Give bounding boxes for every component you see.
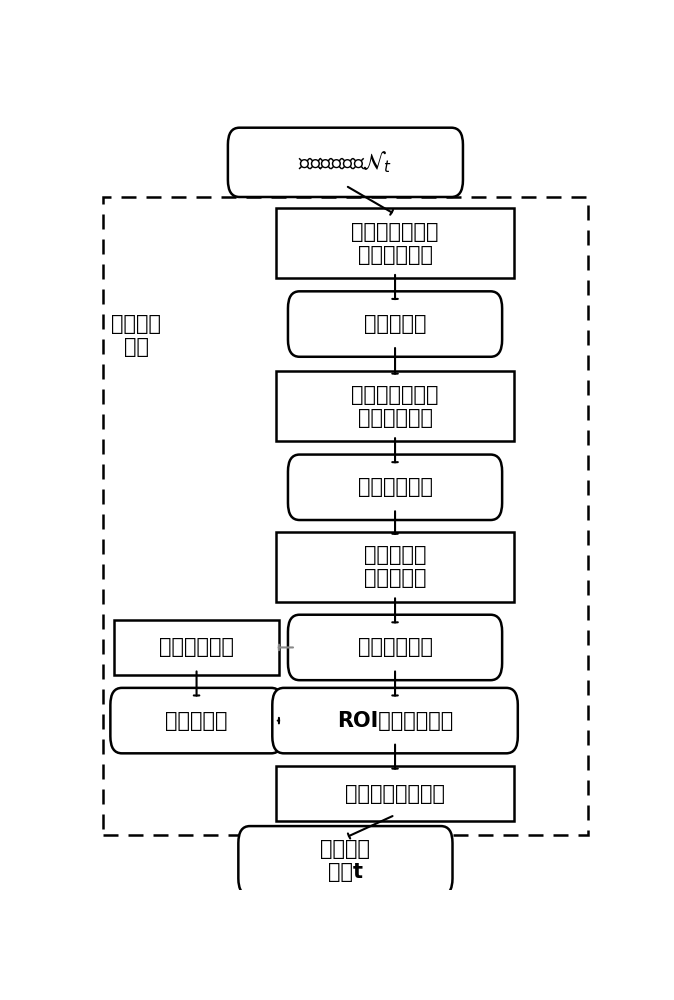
Text: 多尺度特征图: 多尺度特征图 (357, 637, 433, 657)
Text: 目标分类回归网络: 目标分类回归网络 (345, 784, 445, 804)
FancyBboxPatch shape (276, 766, 514, 821)
Text: 单帧检测
结果t: 单帧检测 结果t (320, 839, 371, 882)
FancyBboxPatch shape (111, 688, 283, 753)
Text: 目标定位框: 目标定位框 (165, 711, 228, 731)
Text: 序列特征图: 序列特征图 (364, 314, 426, 334)
FancyBboxPatch shape (288, 291, 502, 357)
Text: 序列注意力机制
图像特征融合: 序列注意力机制 图像特征融合 (351, 385, 439, 428)
Text: 注意力机制
特征图融合: 注意力机制 特征图融合 (364, 545, 426, 588)
Text: 区域建议网络: 区域建议网络 (159, 637, 234, 657)
Text: 多尺度特征图: 多尺度特征图 (357, 477, 433, 497)
Text: 空间注意力机制
图像特征提取: 空间注意力机制 图像特征提取 (351, 222, 439, 265)
Text: 狭窄检测
网络: 狭窄检测 网络 (111, 314, 162, 357)
FancyBboxPatch shape (288, 615, 502, 680)
FancyBboxPatch shape (239, 826, 452, 895)
Text: 序列造影图像$\mathcal{N}_t$: 序列造影图像$\mathcal{N}_t$ (299, 150, 392, 175)
FancyBboxPatch shape (276, 208, 514, 278)
FancyBboxPatch shape (288, 455, 502, 520)
Bar (102, 197, 588, 835)
FancyBboxPatch shape (114, 620, 279, 675)
FancyBboxPatch shape (276, 371, 514, 441)
Text: ROI特征提取网络: ROI特征提取网络 (337, 711, 453, 731)
FancyBboxPatch shape (272, 688, 518, 753)
FancyBboxPatch shape (228, 128, 463, 197)
FancyBboxPatch shape (276, 532, 514, 602)
